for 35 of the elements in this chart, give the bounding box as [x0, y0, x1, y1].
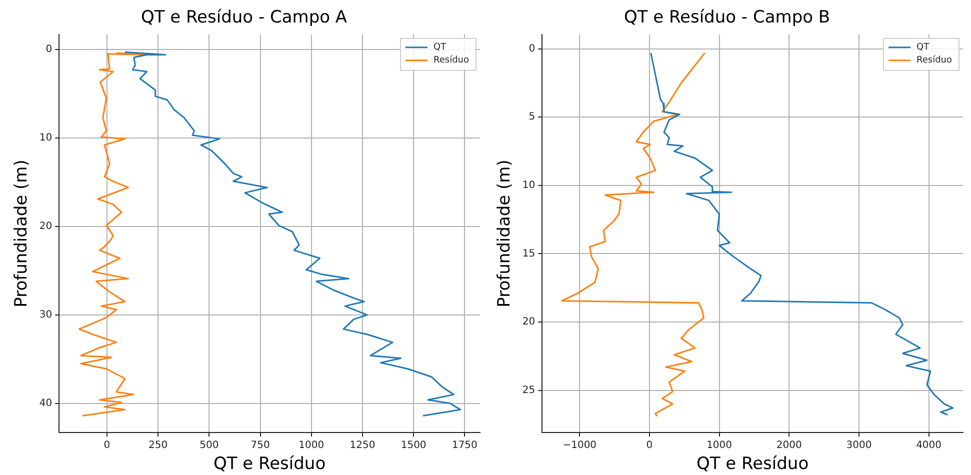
y-tick-label: 15	[522, 248, 536, 260]
x-tick-label: 750	[250, 440, 270, 452]
y-tick-label: 5	[528, 112, 536, 123]
x-tick-label: 0	[104, 440, 110, 452]
y-tick-label: 25	[522, 384, 536, 396]
x-tick-label: 1000	[706, 440, 732, 452]
chart-title: QT e Resíduo - Campo B	[624, 8, 830, 28]
chart-title: QT e Resíduo - Campo A	[140, 8, 348, 28]
y-tick-label: 30	[39, 310, 52, 321]
legend-label: Resíduo	[916, 54, 952, 66]
x-tick-label: 250	[148, 440, 168, 452]
x-tick-label: 500	[200, 440, 219, 452]
x-tick-label: 0	[646, 440, 653, 452]
x-tick-label: 4000	[916, 440, 942, 452]
legend-label: QT	[434, 42, 447, 53]
y-tick-label: 0	[46, 44, 52, 56]
x-tick-label: −1000	[562, 440, 597, 452]
y-tick-label: 10	[39, 132, 52, 144]
legend-label: QT	[916, 42, 930, 53]
x-tick-label: 3000	[846, 440, 872, 452]
x-tick-label: 1750	[452, 440, 478, 452]
x-tick-label: 1250	[350, 440, 376, 452]
legend-label: Resíduo	[434, 54, 470, 66]
y-tick-label: 0	[528, 43, 536, 54]
x-axis-title: QT e Resíduo	[214, 454, 326, 474]
y-tick-label: 20	[39, 221, 52, 232]
y-tick-label: 20	[522, 316, 536, 328]
y-tick-label: 10	[522, 180, 536, 192]
y-tick-label: 40	[39, 398, 52, 409]
x-axis-title: QT e Resíduo	[696, 454, 809, 474]
y-axis-title: Profundidade (m)	[494, 160, 515, 308]
x-tick-label: 2000	[776, 440, 802, 452]
x-tick-label: 1000	[298, 440, 324, 452]
x-tick-label: 1500	[400, 440, 426, 452]
y-axis-title: Profundidade (m)	[12, 160, 32, 308]
